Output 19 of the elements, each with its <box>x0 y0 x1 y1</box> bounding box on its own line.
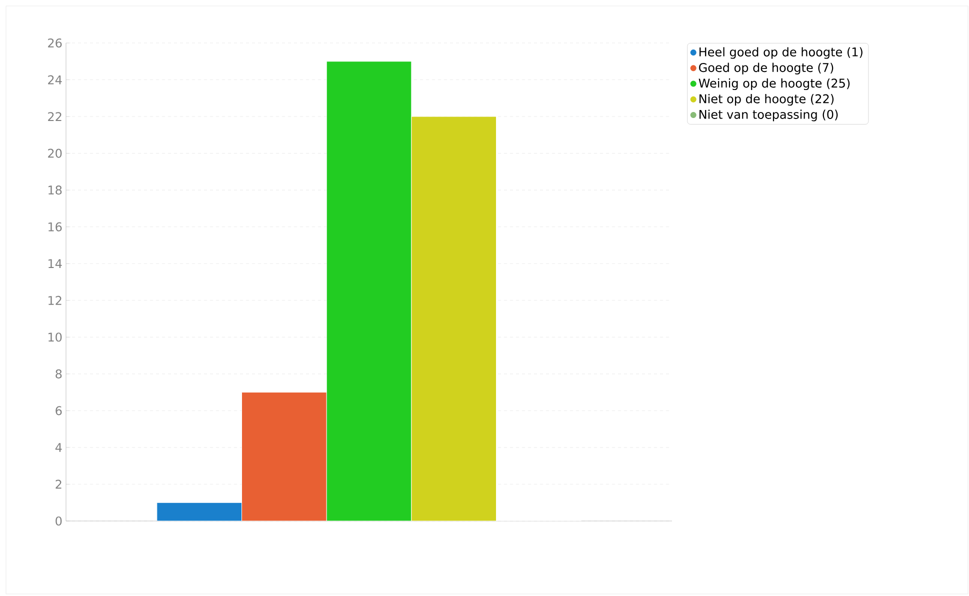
y-tick-label: 0 <box>56 516 62 526</box>
y-tick-label: 26 <box>48 38 62 48</box>
y-tick-label: 8 <box>56 369 62 378</box>
y-tick-label: 4 <box>55 443 62 452</box>
y-tick-label: 24 <box>48 75 62 84</box>
y-tick-label: 2 <box>56 480 62 489</box>
y-tick-label: 6 <box>56 406 62 416</box>
y-tick-label: 10 <box>48 332 62 342</box>
y-tick-label: 22 <box>48 112 62 121</box>
y-tick-label: 18 <box>48 186 62 195</box>
legend-label: Weinig op de hoogte (25) <box>698 78 850 90</box>
y-tick-label: 12 <box>48 296 62 305</box>
legend-label: Niet van toepassing (0) <box>700 110 838 122</box>
legend-label: Heel goed op de hoogte (1) <box>700 47 862 59</box>
y-tick-label: 14 <box>48 259 62 268</box>
legend-label: Goed op de hoogte (7) <box>699 62 834 74</box>
y-tick-label: 20 <box>48 148 62 158</box>
y-tick-label: 16 <box>48 222 62 232</box>
legend-label: Niet op de hoogte (22) <box>700 94 834 106</box>
